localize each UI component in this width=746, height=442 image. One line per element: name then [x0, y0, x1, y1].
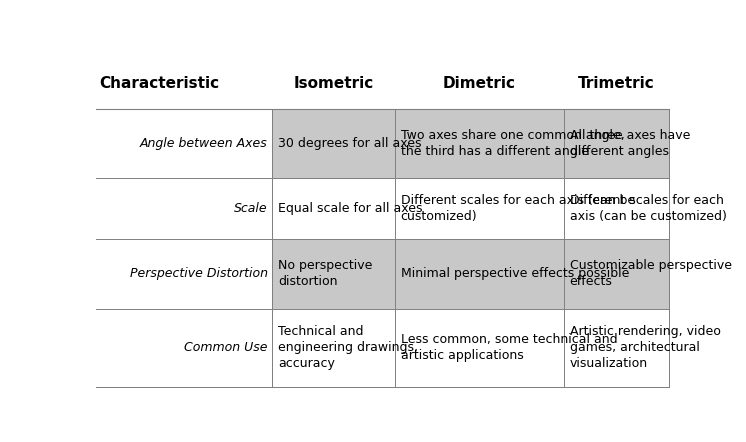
Text: Different scales for each axis (can be
customized): Different scales for each axis (can be c…: [401, 194, 635, 223]
Text: Different scales for each
axis (can be customized): Different scales for each axis (can be c…: [569, 194, 727, 223]
Text: Perspective Distortion: Perspective Distortion: [130, 267, 268, 281]
Text: 30 degrees for all axes: 30 degrees for all axes: [278, 137, 421, 150]
Bar: [395, 239, 564, 309]
Bar: [395, 109, 564, 178]
Bar: [564, 109, 668, 178]
Text: Technical and
engineering drawings,
accuracy: Technical and engineering drawings, accu…: [278, 325, 419, 370]
Text: Trimetric: Trimetric: [577, 76, 654, 91]
Bar: [272, 309, 395, 387]
Bar: [272, 109, 395, 178]
Text: No perspective
distortion: No perspective distortion: [278, 259, 372, 289]
Text: Minimal perspective effects possible: Minimal perspective effects possible: [401, 267, 629, 281]
Text: Equal scale for all axes: Equal scale for all axes: [278, 202, 423, 215]
Text: Isometric: Isometric: [293, 76, 374, 91]
Text: Dimetric: Dimetric: [443, 76, 515, 91]
Bar: [564, 239, 668, 309]
Text: Angle between Axes: Angle between Axes: [140, 137, 268, 150]
Bar: [395, 178, 564, 239]
Text: Less common, some technical and
artistic applications: Less common, some technical and artistic…: [401, 333, 618, 362]
Bar: [564, 178, 668, 239]
Text: All three axes have
different angles: All three axes have different angles: [569, 129, 690, 158]
Text: Common Use: Common Use: [184, 341, 268, 354]
Bar: [272, 239, 395, 309]
Text: Artistic rendering, video
games, architectural
visualization: Artistic rendering, video games, archite…: [569, 325, 721, 370]
Text: Two axes share one common angle,
the third has a different angle: Two axes share one common angle, the thi…: [401, 129, 624, 158]
Text: Characteristic: Characteristic: [99, 76, 219, 91]
Text: Scale: Scale: [234, 202, 268, 215]
Bar: [272, 178, 395, 239]
Text: Customizable perspective
effects: Customizable perspective effects: [569, 259, 732, 289]
Bar: [564, 309, 668, 387]
Bar: [395, 309, 564, 387]
